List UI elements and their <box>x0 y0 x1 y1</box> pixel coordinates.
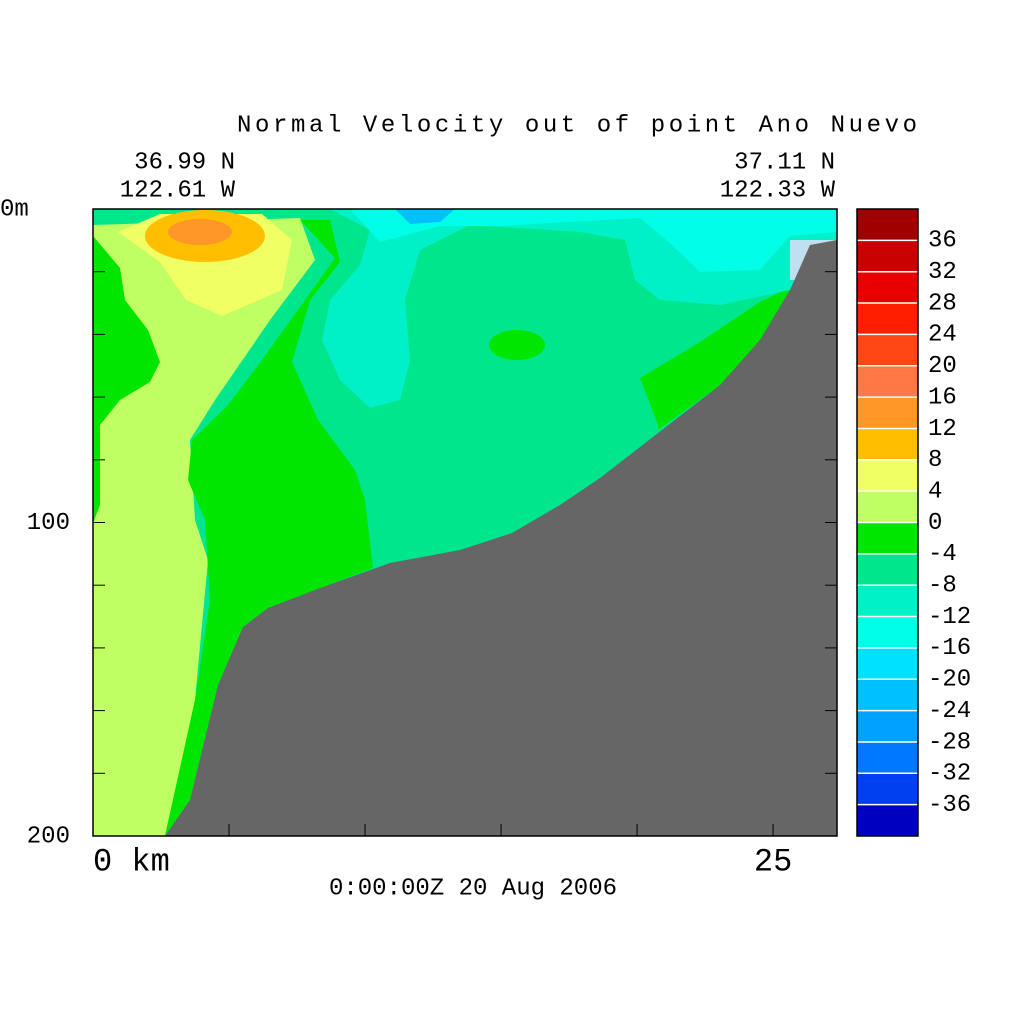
x-tick-label: 25 <box>754 843 792 880</box>
left-lat: 36.99 N <box>134 149 235 176</box>
colorbar-label: 12 <box>928 416 957 443</box>
contour-fill <box>168 219 232 245</box>
contour-fill <box>640 285 795 430</box>
x-tick-label: 0 km <box>93 843 170 880</box>
chart-title: Normal Velocity out of point Ano Nuevo <box>237 112 917 139</box>
colorbar-label: 0 <box>928 510 942 537</box>
colorbar-band <box>857 679 918 712</box>
colorbar-label: 20 <box>928 353 957 380</box>
colorbar-band <box>857 585 918 618</box>
colorbar-label: 28 <box>928 290 957 317</box>
colorbar-band <box>857 303 918 335</box>
y-tick-label: 200 <box>27 823 70 850</box>
colorbar-label: -12 <box>928 604 971 631</box>
colorbar-label: -20 <box>928 667 971 694</box>
colorbar-label: 24 <box>928 322 957 349</box>
colorbar-band <box>857 334 918 367</box>
colorbar-band <box>857 522 918 555</box>
colorbar-frame <box>856 208 919 837</box>
right-lon: 122.33 W <box>720 177 836 204</box>
contour-fill <box>395 209 455 224</box>
colorbar-label: 32 <box>928 259 957 286</box>
colorbar-label: -4 <box>928 541 957 568</box>
colorbar-band <box>857 710 918 743</box>
colorbar-band <box>857 459 918 492</box>
colorbar-band <box>857 397 918 429</box>
colorbar-label: 4 <box>928 478 942 505</box>
colorbar-label: -32 <box>928 761 971 788</box>
colorbar-band <box>857 240 918 273</box>
colorbar-label: 8 <box>928 447 942 474</box>
left-lon: 122.61 W <box>120 177 236 204</box>
colorbar-band <box>857 428 918 461</box>
y-tick-label: 100 <box>27 510 70 537</box>
colorbar-label: -16 <box>928 635 971 662</box>
contour-fill <box>93 236 160 523</box>
colorbar-label: -28 <box>928 729 971 756</box>
colorbar-label: 36 <box>928 228 957 255</box>
colorbar-band <box>857 209 918 241</box>
colorbar-band <box>857 741 918 774</box>
colorbar-band <box>857 773 918 806</box>
colorbar-label: -24 <box>928 698 971 725</box>
colorbar-band <box>857 553 918 586</box>
colorbar-band <box>857 491 918 523</box>
colorbar-band <box>857 616 918 649</box>
right-lat: 37.11 N <box>734 149 835 176</box>
colorbar-band <box>857 804 918 837</box>
colorbar-band <box>857 365 918 398</box>
y-tick-label: 0m <box>0 196 29 223</box>
colorbar-label: -8 <box>928 573 957 600</box>
bathymetry <box>165 240 837 836</box>
time-label: 0:00:00Z 20 Aug 2006 <box>329 875 617 902</box>
contour-fill <box>165 220 373 836</box>
colorbar-label: -36 <box>928 792 971 819</box>
contour-fill <box>350 209 837 272</box>
contour-field <box>93 209 837 836</box>
contour-fill <box>489 330 545 360</box>
colorbar-label: 16 <box>928 384 957 411</box>
colorbar-band <box>857 271 918 304</box>
colorbar-band <box>857 647 918 680</box>
